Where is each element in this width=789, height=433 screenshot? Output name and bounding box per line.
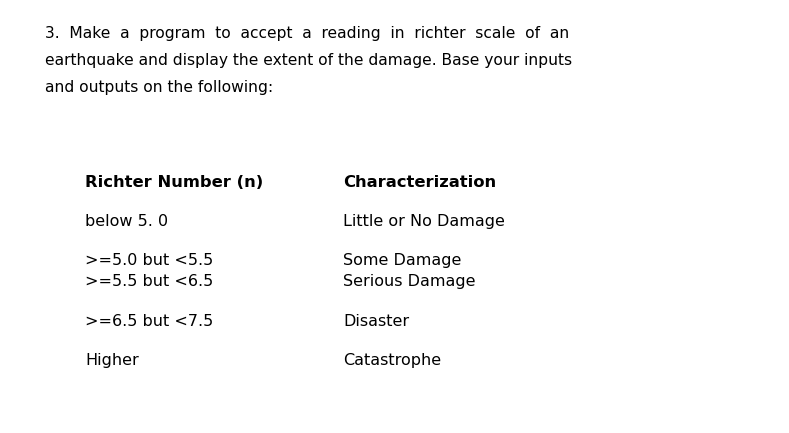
Text: >=5.5 but <6.5: >=5.5 but <6.5 — [85, 274, 214, 289]
Text: Serious Damage: Serious Damage — [343, 274, 476, 289]
Text: 3.  Make  a  program  to  accept  a  reading  in  richter  scale  of  an: 3. Make a program to accept a reading in… — [45, 26, 569, 41]
Text: and outputs on the following:: and outputs on the following: — [45, 80, 273, 95]
Text: below 5. 0: below 5. 0 — [85, 214, 168, 229]
Text: Characterization: Characterization — [343, 175, 496, 191]
Text: Disaster: Disaster — [343, 314, 409, 329]
Text: >=6.5 but <7.5: >=6.5 but <7.5 — [85, 314, 214, 329]
Text: Richter Number (n): Richter Number (n) — [85, 175, 264, 191]
Text: Catastrophe: Catastrophe — [343, 353, 441, 368]
Text: earthquake and display the extent of the damage. Base your inputs: earthquake and display the extent of the… — [45, 53, 572, 68]
Text: Higher: Higher — [85, 353, 139, 368]
Text: >=5.0 but <5.5: >=5.0 but <5.5 — [85, 253, 214, 268]
Text: Little or No Damage: Little or No Damage — [343, 214, 505, 229]
Text: Some Damage: Some Damage — [343, 253, 462, 268]
